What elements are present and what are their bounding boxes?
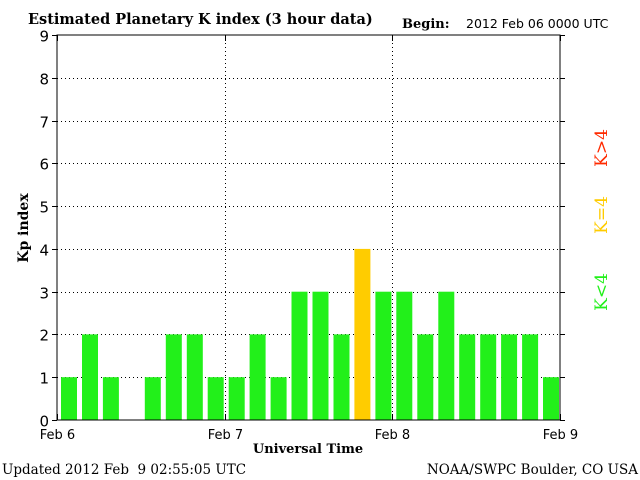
bar-series xyxy=(61,248,559,420)
grid-lines xyxy=(57,35,560,420)
kp-bar xyxy=(186,334,203,420)
y-tick-label: 3 xyxy=(39,285,49,303)
y-tick-label: 0 xyxy=(39,413,49,431)
y-axis-label: Kp index xyxy=(16,193,32,263)
y-tick-label: 7 xyxy=(39,114,49,132)
y-tick-label: 5 xyxy=(39,199,49,217)
x-ticks: Feb 6 Feb 7 Feb 8 Feb 9 xyxy=(40,35,578,443)
kp-bar xyxy=(375,291,392,420)
kp-bar xyxy=(228,377,245,420)
x-tick-label: Feb 6 xyxy=(40,428,75,443)
kp-bar xyxy=(249,334,266,420)
y-tick-label: 1 xyxy=(39,370,49,388)
y-ticks: 0 1 2 3 4 5 6 7 8 9 xyxy=(39,28,565,431)
legend-high: K>4 xyxy=(592,129,612,167)
x-tick-label: Feb 9 xyxy=(543,428,578,443)
begin-label: Begin: xyxy=(402,17,450,32)
y-tick-label: 4 xyxy=(39,242,49,260)
kp-bar xyxy=(417,334,434,420)
chart-title: Estimated Planetary K index (3 hour data… xyxy=(28,11,373,28)
kp-bar xyxy=(102,377,119,420)
y-tick-label: 8 xyxy=(39,71,49,89)
kp-bar xyxy=(543,377,559,420)
y-tick-label: 6 xyxy=(39,156,49,174)
kp-bar xyxy=(144,377,161,420)
kp-bar xyxy=(333,334,350,420)
kp-bar xyxy=(354,248,371,420)
kp-bar xyxy=(165,334,182,420)
x-tick-label: Feb 8 xyxy=(375,428,410,443)
legend-low: K<4 xyxy=(592,273,612,311)
kp-bar xyxy=(438,291,455,420)
x-tick-label: Feb 7 xyxy=(208,428,243,443)
updated-timestamp: Updated 2012 Feb 9 02:55:05 UTC xyxy=(2,462,246,478)
plot-frame xyxy=(56,34,561,421)
kp-bar xyxy=(312,291,329,420)
kp-bar xyxy=(270,377,287,420)
kp-bar xyxy=(522,334,539,420)
kp-bar xyxy=(207,377,224,420)
kp-bar xyxy=(291,291,308,420)
kp-bar xyxy=(459,334,476,420)
y-tick-label: 9 xyxy=(39,28,49,46)
legend-equal: K=4 xyxy=(592,196,612,234)
kp-bar xyxy=(501,334,518,420)
begin-value: 2012 Feb 06 0000 UTC xyxy=(466,16,609,31)
kp-bar xyxy=(82,334,98,420)
kp-bar xyxy=(480,334,497,420)
kp-bar xyxy=(61,377,77,420)
x-axis-label: Universal Time xyxy=(253,442,363,457)
kp-bar xyxy=(396,291,413,420)
y-tick-label: 2 xyxy=(39,327,49,345)
source-credit: NOAA/SWPC Boulder, CO USA xyxy=(427,462,638,478)
